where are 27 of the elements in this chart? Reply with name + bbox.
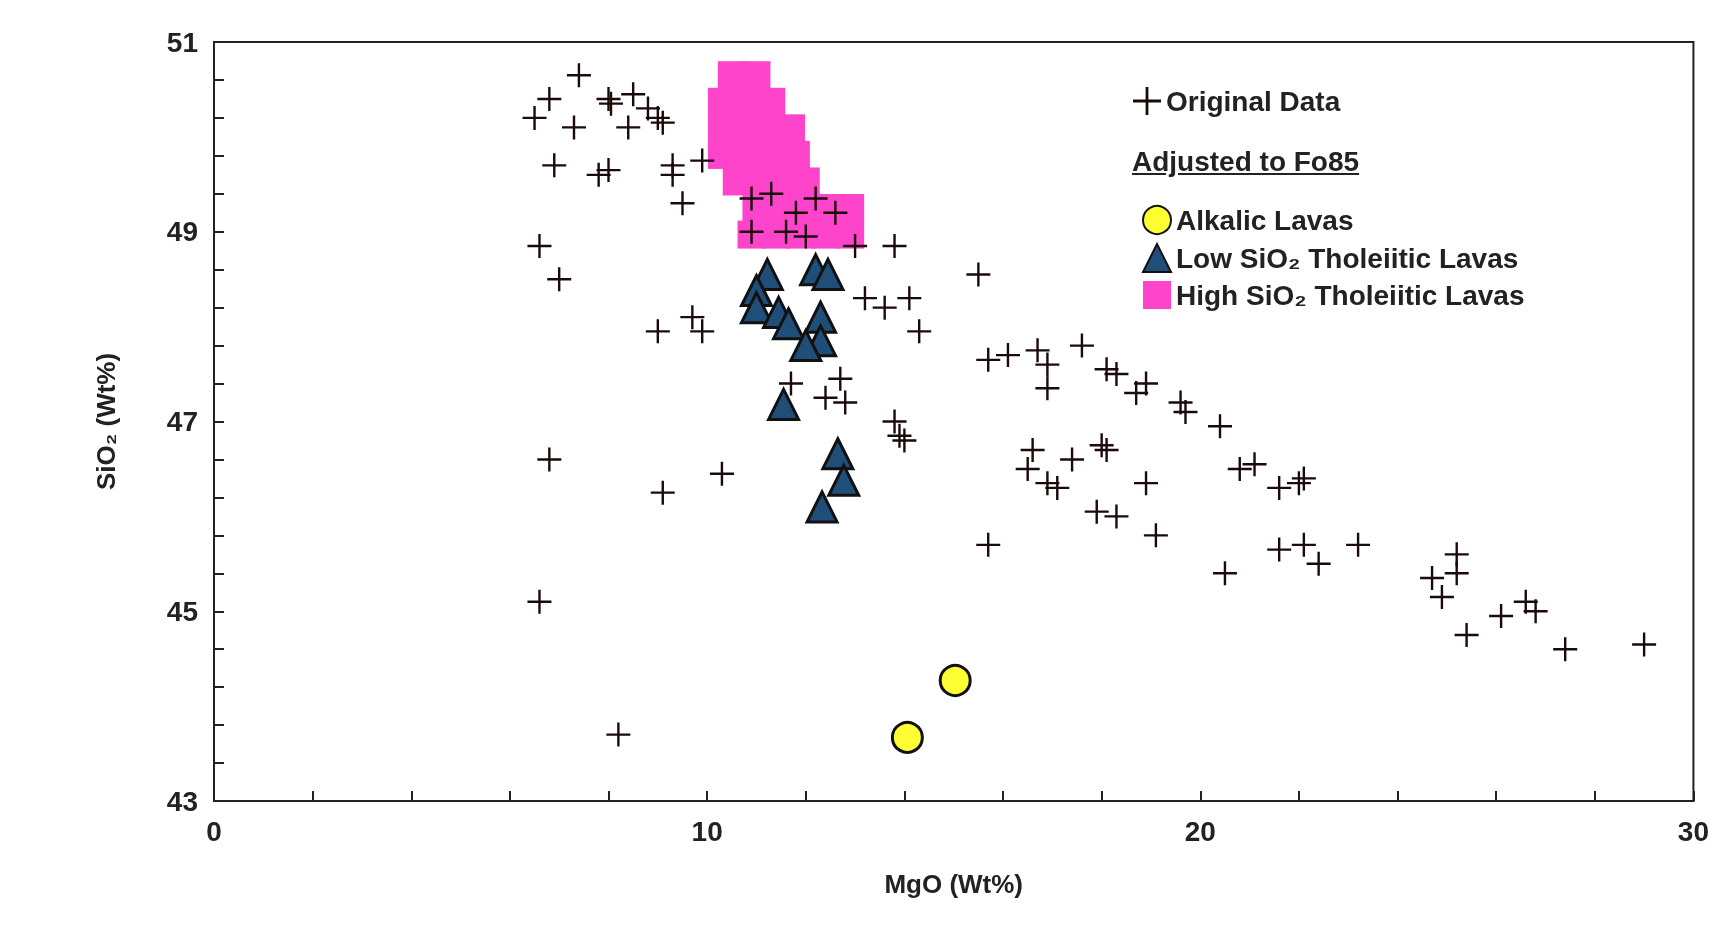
y-tick-label: 43: [166, 785, 198, 817]
point: [821, 437, 855, 471]
point: [805, 490, 839, 524]
point: [811, 257, 845, 291]
y-tick-label: 47: [166, 406, 198, 437]
y-tick-label: 45: [166, 595, 198, 627]
x-axis-title: MgO (Wt%): [884, 869, 1024, 899]
point: [757, 87, 786, 116]
point: [772, 307, 806, 341]
point: [827, 463, 861, 497]
legend-label: Original Data: [1166, 85, 1341, 117]
point: [789, 329, 823, 363]
y-axis-title: SiO₂ (Wt%): [91, 352, 121, 491]
y-tick-label: 49: [166, 216, 198, 248]
legend-label: Alkalic Lavas: [1176, 204, 1354, 236]
point: [767, 387, 801, 421]
legend-title: Adjusted to Fo85: [1132, 146, 1360, 178]
x-tick-label: 20: [1184, 815, 1216, 847]
legend-label: High SiO₂ Tholeiitic Lavas: [1176, 279, 1525, 311]
point: [938, 664, 972, 697]
x-tick-label: 30: [1677, 815, 1710, 847]
legend-label: Low SiO₂ Tholeiitic Lavas: [1176, 242, 1519, 274]
x-tick-label: 0: [206, 815, 222, 847]
point: [890, 720, 924, 754]
point: [742, 61, 771, 90]
y-tick-label: 51: [166, 26, 198, 58]
x-tick-label: 10: [691, 815, 723, 847]
